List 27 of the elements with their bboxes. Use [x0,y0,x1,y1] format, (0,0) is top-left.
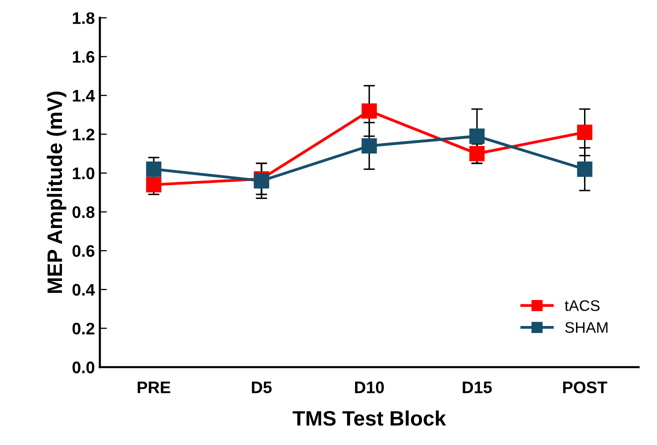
point [362,138,377,154]
y-axis-title: MEP Amplitude (mV) [46,92,66,293]
legend-label: tACS [564,300,600,312]
legend-label: SHAM [565,322,608,333]
x-tick-label: D15 [462,382,492,394]
point [146,177,162,192]
point [362,103,377,119]
y-tick-label: 0.4 [72,284,95,296]
y-tick-label: 1.6 [72,51,94,63]
point [577,162,592,177]
y-tick-label: 0.2 [72,322,94,335]
y-tick-label: 0.8 [72,206,94,218]
y-tick-label: 1.2 [72,128,94,140]
point [577,124,592,140]
point [146,162,162,177]
x-tick-label: D5 [252,382,272,394]
y-tick-label: 0.0 [72,362,94,374]
x-axis-title: TMS Test Block [292,410,446,426]
y-tick-label: 1.4 [72,90,95,102]
x-tick-label: D10 [355,381,384,394]
y-tick-label: 0.6 [72,245,94,257]
point [469,128,485,144]
y-tick-label: 1.8 [72,12,94,24]
y-tick-label: 1.0 [72,167,94,180]
x-tick-label: POST [563,381,608,394]
x-tick-label: PRE [138,382,170,394]
point [469,146,485,162]
